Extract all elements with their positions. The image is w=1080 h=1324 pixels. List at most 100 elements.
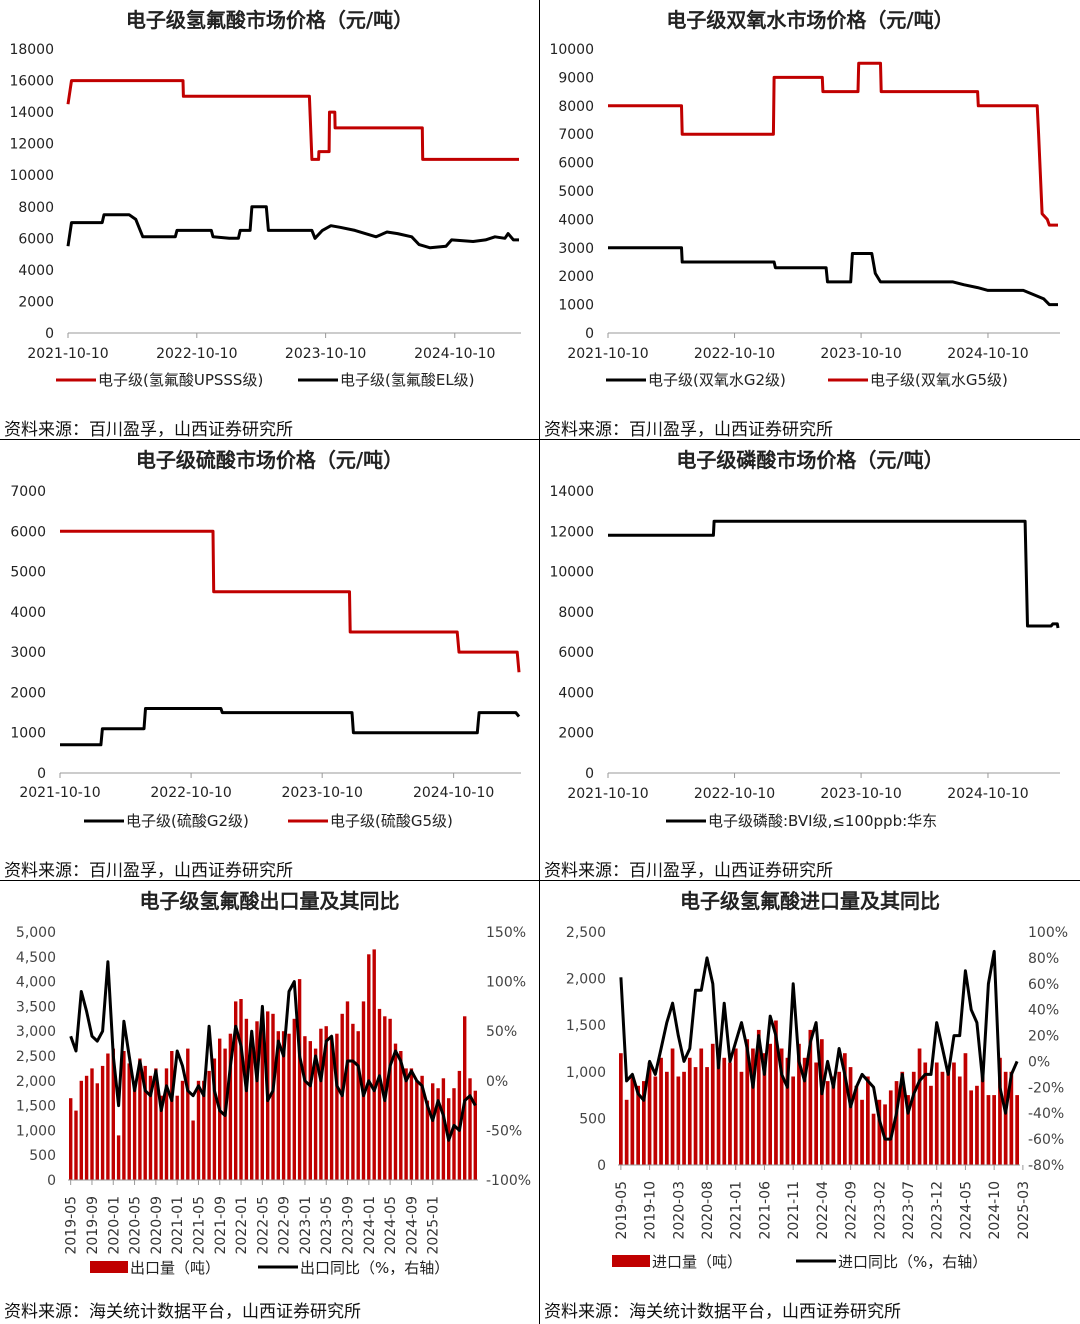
bar [436, 1088, 440, 1180]
x-tick-label: 2024-05 [958, 1181, 974, 1240]
y-tick-label: 0 [45, 326, 54, 342]
bar [148, 1075, 153, 1180]
vertical-divider [539, 0, 540, 1324]
x-tick-label: 2023-09 [341, 1196, 357, 1255]
x-tick-label: 2023-10-10 [281, 785, 362, 801]
y-tick-label: 4000 [558, 212, 594, 228]
bar [468, 1078, 472, 1180]
y2-tick-label: -80% [1028, 1158, 1064, 1174]
bar [791, 1076, 795, 1165]
bar [324, 1026, 328, 1180]
yoy-line [619, 949, 1019, 1141]
y-tick-label: 2,500 [16, 1049, 56, 1065]
bar [473, 1090, 477, 1180]
bar [1009, 1071, 1014, 1165]
bar [756, 1029, 761, 1165]
bar [774, 1020, 778, 1165]
x-tick-label: 2024-05 [383, 1196, 399, 1255]
legend-label: 电子级(双氧水G2级) [648, 371, 786, 389]
yoy-line [69, 960, 477, 1142]
bar [957, 1076, 962, 1165]
x-tick-label: 2024-10 [987, 1181, 1003, 1240]
bar [676, 1076, 681, 1165]
bar [372, 949, 376, 1180]
bar [647, 1062, 652, 1165]
x-tick-label: 2024-01 [362, 1196, 378, 1255]
legend-label: 进口同比（%，右轴） [838, 1253, 987, 1271]
x-tick-label: 2023-05 [319, 1196, 335, 1255]
y-tick-label: 12000 [549, 524, 594, 540]
y-tick-label: 6000 [558, 645, 594, 661]
y-tick-label: 8000 [558, 99, 594, 115]
bar [255, 1021, 259, 1180]
x-tick-label: 2021-10-10 [19, 785, 100, 801]
x-tick-label: 2020-05 [128, 1196, 144, 1255]
h3po4-price-chart: 0 2000 4000 6000 8000 10000 12000 14000 2021-10-… [549, 484, 1060, 830]
x-tick-label: 2019-05 [64, 1196, 80, 1255]
y-tick-label: 12000 [9, 137, 54, 153]
bar [768, 1043, 772, 1165]
bar [917, 1048, 922, 1165]
bar [175, 1095, 179, 1180]
bar [825, 1081, 830, 1165]
bar [329, 1038, 334, 1180]
y-tick-label: 0 [47, 1173, 56, 1189]
y2-tick-label: -20% [1028, 1080, 1064, 1096]
bar [106, 1053, 110, 1180]
bar [345, 1001, 350, 1180]
bar [986, 1095, 991, 1165]
bar [728, 1062, 732, 1165]
x-tick-label: 2020-09 [149, 1196, 165, 1255]
panel-h3po4-price: 电子级磷酸市场价格（元/吨） 0 2000 4000 6000 8000 10000 120… [540, 440, 1080, 881]
y-tick-label: 1000 [10, 726, 46, 742]
x-tick-label: 2022-01 [234, 1196, 250, 1255]
bar [854, 1085, 859, 1165]
bar [281, 1031, 286, 1180]
h2so4-price-chart: 0 1000 2000 3000 4000 5000 6000 7000 2021-10-10 2… [10, 484, 521, 830]
bar [653, 1076, 658, 1165]
bar [946, 1071, 951, 1165]
bar [415, 1080, 419, 1180]
y2-tick-label: -50% [486, 1123, 522, 1139]
bar [234, 1001, 238, 1180]
series-line-1 [60, 707, 521, 747]
y-tick-label: 4000 [10, 605, 46, 621]
bar [180, 1080, 185, 1180]
source-note: 资料来源：百川盈孚，山西证券研究所 [4, 861, 293, 881]
bar [335, 1033, 339, 1180]
y-tick-label: 18000 [9, 42, 54, 58]
x-tick-label: 2019-05 [614, 1181, 630, 1240]
x-tick-label: 2024-10-10 [947, 786, 1028, 802]
x-tick-label: 2022-10-10 [150, 785, 231, 801]
x-tick-label: 2025-01 [426, 1196, 442, 1255]
chart-title: 电子级氢氟酸出口量及其同比 [139, 889, 400, 913]
bar [212, 1058, 217, 1180]
bar [207, 1070, 211, 1180]
y2-tick-label: 40% [1028, 1003, 1059, 1019]
chart-title: 电子级氢氟酸进口量及其同比 [680, 889, 940, 913]
y-tick-label: 4,500 [16, 950, 56, 966]
y-tick-label: 5000 [10, 565, 46, 581]
y-tick-label: 0 [585, 766, 594, 782]
x-tick-label: 2021-10-10 [567, 786, 648, 802]
y-tick-label: 2000 [18, 294, 54, 310]
y-tick-label: 3,000 [16, 1024, 56, 1040]
bar [975, 1085, 979, 1165]
x-tick-label: 2023-10-10 [820, 786, 901, 802]
x-tick-label: 2022-10-10 [694, 346, 775, 362]
panel-hf-export: 电子级氢氟酸出口量及其同比 0 500 1,000 1,500 2,000 2,500 3,… [0, 881, 539, 1324]
bar [308, 1041, 312, 1180]
x-tick-label: 2020-03 [671, 1181, 687, 1240]
y-tick-label: 4000 [18, 263, 54, 279]
bar [74, 1110, 78, 1180]
bar [319, 1028, 323, 1180]
bar [980, 1067, 985, 1165]
bar [191, 1120, 195, 1180]
bar [762, 1053, 767, 1165]
y-tick-label: 0 [597, 1158, 606, 1174]
bar [665, 1071, 669, 1165]
bar [630, 1076, 635, 1165]
source-note: 资料来源：海关统计数据平台，山西证券研究所 [544, 1302, 901, 1322]
bar [751, 1048, 755, 1165]
bar [808, 1029, 813, 1165]
